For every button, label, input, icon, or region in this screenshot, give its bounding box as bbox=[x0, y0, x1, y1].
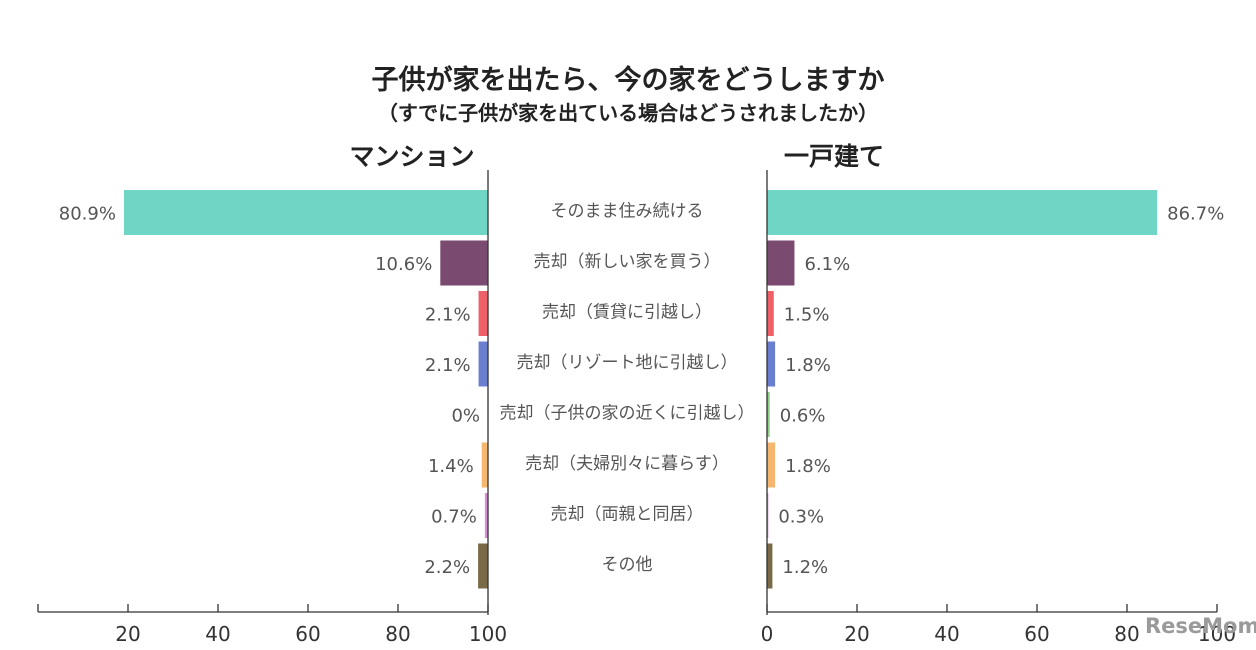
right-tick-label: 20 bbox=[844, 622, 869, 646]
left-value-label: 0.7% bbox=[431, 507, 477, 528]
left-value-label: 0% bbox=[451, 406, 480, 427]
right-tick-label: 80 bbox=[1114, 622, 1139, 646]
category-label: 売却（夫婦別々に暮らす） bbox=[525, 454, 729, 474]
right-value-label: 86.7% bbox=[1167, 204, 1224, 225]
category-label: その他 bbox=[602, 555, 653, 575]
left-value-label: 2.2% bbox=[424, 557, 470, 578]
category-label: 売却（両親と同居） bbox=[551, 505, 704, 525]
left-value-label: 80.9% bbox=[59, 204, 116, 225]
right-value-label: 0.3% bbox=[778, 507, 824, 528]
right-panel-header: 一戸建て bbox=[784, 142, 884, 171]
left-value-label: 10.6% bbox=[375, 254, 432, 275]
right-value-label: 1.8% bbox=[785, 456, 831, 477]
category-label: 売却（リゾート地に引越し） bbox=[517, 353, 738, 373]
right-bar bbox=[767, 240, 795, 286]
right-bar bbox=[767, 291, 774, 336]
right-value-label: 0.6% bbox=[780, 406, 826, 427]
right-tick-label: 60 bbox=[1024, 622, 1049, 646]
right-bar bbox=[767, 190, 1158, 235]
left-value-label: 2.1% bbox=[425, 355, 471, 376]
category-label: 売却（子供の家の近くに引越し） bbox=[500, 404, 755, 424]
right-tick-label: 40 bbox=[934, 622, 959, 646]
left-tick-label: 40 bbox=[205, 622, 230, 646]
right-bar bbox=[767, 341, 776, 387]
left-bar bbox=[481, 442, 488, 488]
left-bar bbox=[484, 493, 488, 538]
left-tick-label: 80 bbox=[385, 622, 410, 646]
right-bar bbox=[767, 493, 769, 538]
right-bar bbox=[767, 392, 770, 437]
right-bar bbox=[767, 543, 773, 589]
left-bar bbox=[478, 543, 488, 589]
right-tick-label: 0 bbox=[761, 622, 774, 646]
watermark-logo: ReseMom bbox=[1145, 614, 1256, 638]
left-value-label: 2.1% bbox=[425, 305, 471, 326]
right-value-label: 1.8% bbox=[785, 355, 831, 376]
left-tick-label: 100 bbox=[469, 622, 507, 646]
right-tick-label: 100 bbox=[1198, 622, 1236, 646]
right-value-label: 1.5% bbox=[784, 305, 830, 326]
left-bar bbox=[440, 240, 488, 286]
right-bar bbox=[767, 442, 776, 488]
category-label: そのまま住み続ける bbox=[551, 202, 704, 222]
left-tick-label: 60 bbox=[295, 622, 320, 646]
left-bar bbox=[123, 190, 488, 235]
chart-title: 子供が家を出たら、今の家をどうしますか bbox=[371, 65, 885, 96]
category-label: 売却（新しい家を買う） bbox=[534, 252, 721, 272]
left-value-label: 1.4% bbox=[428, 456, 474, 477]
left-bar bbox=[478, 341, 488, 387]
right-value-label: 6.1% bbox=[804, 254, 850, 275]
chart-subtitle: （すでに子供が家を出ている場合はどうされましたか） bbox=[377, 101, 879, 125]
left-bar bbox=[478, 291, 488, 336]
left-tick-label: 20 bbox=[115, 622, 140, 646]
right-value-label: 1.2% bbox=[782, 557, 828, 578]
category-label: 売却（賃貸に引越し） bbox=[542, 303, 712, 323]
left-panel-header: マンション bbox=[349, 142, 474, 171]
